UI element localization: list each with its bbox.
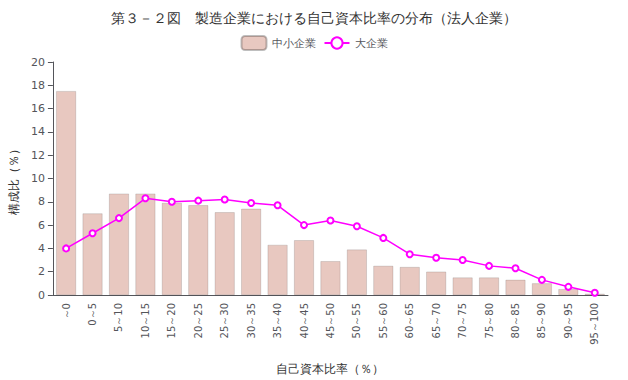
svg-text:35～40: 35～40 bbox=[272, 303, 283, 338]
svg-text:中小企業: 中小企業 bbox=[272, 37, 316, 50]
svg-text:構成比（％）: 構成比（％） bbox=[7, 143, 21, 215]
svg-text:12: 12 bbox=[31, 149, 45, 162]
svg-text:90～95: 90～95 bbox=[563, 303, 574, 338]
svg-text:55～60: 55～60 bbox=[378, 303, 389, 338]
svg-text:25～30: 25～30 bbox=[219, 303, 230, 338]
svg-text:自己資本比率（％）: 自己資本比率（％） bbox=[276, 362, 384, 376]
svg-text:10～15: 10～15 bbox=[140, 303, 151, 338]
svg-text:15～20: 15～20 bbox=[166, 303, 177, 338]
svg-text:14: 14 bbox=[31, 125, 45, 138]
svg-text:～0: ～0 bbox=[61, 303, 72, 319]
svg-text:0～5: 0～5 bbox=[87, 303, 98, 326]
svg-text:2: 2 bbox=[38, 265, 45, 278]
svg-text:10: 10 bbox=[31, 172, 45, 185]
svg-text:30～35: 30～35 bbox=[246, 303, 257, 338]
svg-text:4: 4 bbox=[38, 242, 45, 255]
svg-text:45～50: 45～50 bbox=[325, 303, 336, 338]
svg-text:65～70: 65～70 bbox=[431, 303, 442, 338]
svg-text:75～80: 75～80 bbox=[484, 303, 495, 338]
svg-text:大企業: 大企業 bbox=[355, 37, 388, 50]
svg-text:60～65: 60～65 bbox=[404, 303, 415, 338]
svg-text:16: 16 bbox=[31, 102, 45, 115]
svg-text:5～10: 5～10 bbox=[113, 303, 124, 332]
svg-text:20: 20 bbox=[31, 56, 45, 69]
svg-text:80～85: 80～85 bbox=[510, 303, 521, 338]
svg-text:0: 0 bbox=[38, 289, 45, 302]
svg-text:95～100: 95～100 bbox=[589, 303, 600, 345]
svg-text:8: 8 bbox=[38, 195, 45, 208]
svg-text:40～45: 40～45 bbox=[299, 303, 310, 338]
svg-text:70～75: 70～75 bbox=[457, 303, 468, 338]
svg-text:85～90: 85～90 bbox=[536, 303, 547, 338]
svg-text:18: 18 bbox=[31, 79, 45, 92]
svg-text:第３－２図 製造企業における自己資本比率の分布（法人企業）: 第３－２図 製造企業における自己資本比率の分布（法人企業） bbox=[111, 10, 517, 26]
svg-text:6: 6 bbox=[38, 219, 45, 232]
svg-text:20～25: 20～25 bbox=[193, 303, 204, 338]
svg-text:50～55: 50～55 bbox=[351, 303, 362, 338]
